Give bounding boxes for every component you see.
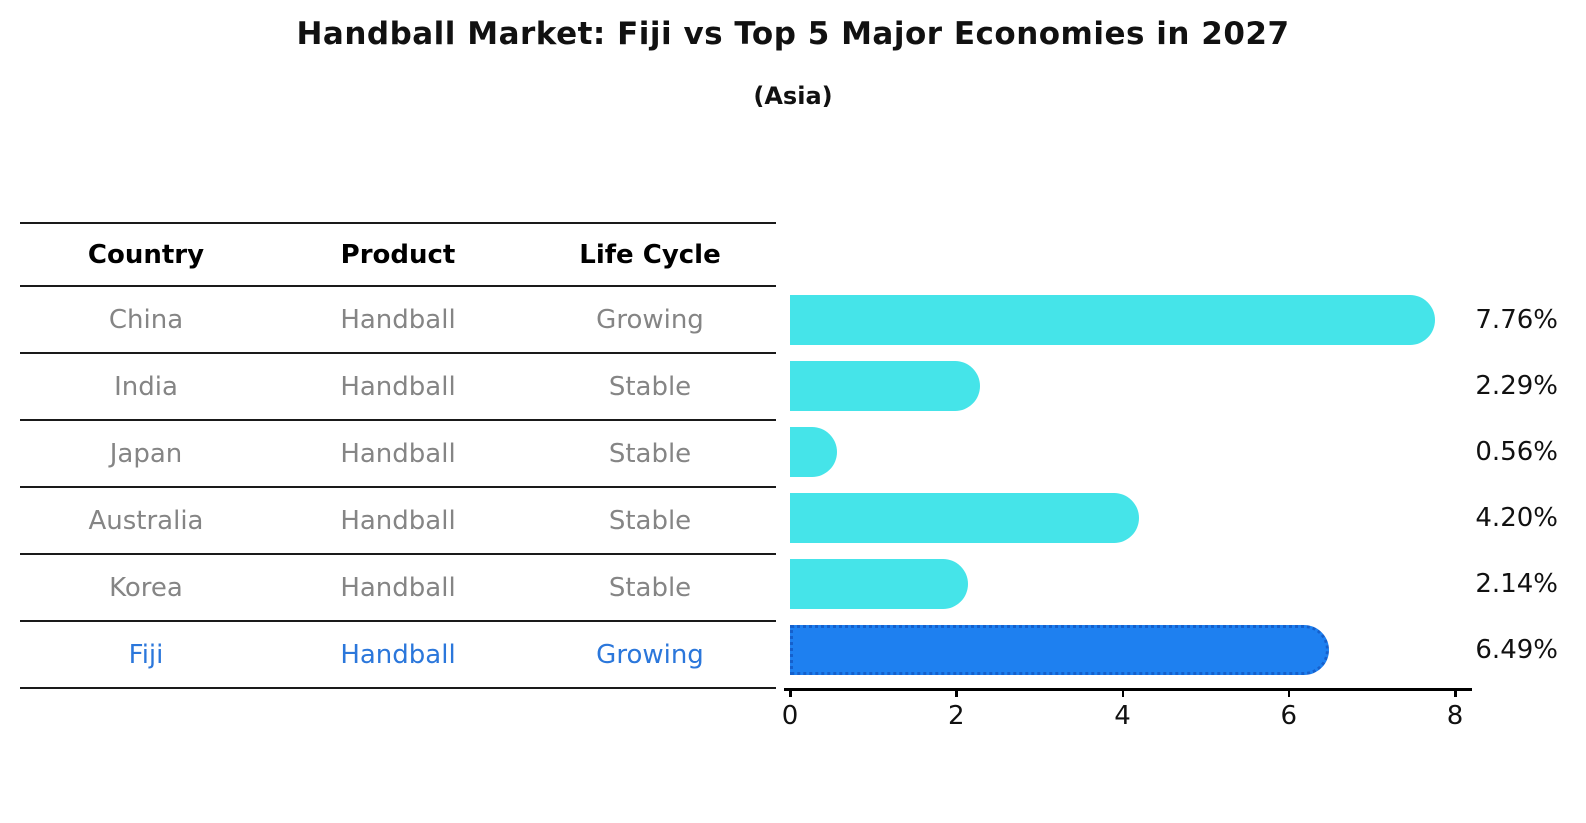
bar-value-label-australia: 4.20% [1475, 503, 1558, 533]
table-row-fiji: Fiji Handball Growing [20, 622, 776, 689]
table-row-korea: Korea Handball Stable [20, 555, 776, 622]
chart-subtitle: (Asia) [753, 82, 833, 110]
cell-product: Handball [340, 505, 456, 536]
column-header-lifecycle: Life Cycle [579, 239, 721, 270]
cell-product: Handball [340, 304, 456, 335]
bar-value-label-japan: 0.56% [1475, 437, 1558, 467]
x-axis-tick [789, 688, 792, 697]
bar-india [790, 361, 981, 411]
cell-country: Australia [88, 505, 204, 536]
cell-lifecycle: Growing [596, 304, 704, 335]
country-table: Country Product Life Cycle China Handbal… [20, 222, 776, 689]
bar-value-label-china: 7.76% [1475, 305, 1558, 335]
x-axis-tick-label: 0 [781, 701, 799, 731]
bar-value-label-fiji: 6.49% [1475, 635, 1558, 665]
x-axis-tick-label: 2 [947, 701, 965, 731]
bar-value-label-korea: 2.14% [1475, 569, 1558, 599]
x-axis-tick [955, 688, 958, 697]
bar-australia [790, 493, 1140, 543]
chart-title: Handball Market: Fiji vs Top 5 Major Eco… [296, 16, 1290, 52]
cell-lifecycle: Stable [608, 438, 692, 469]
cell-country: Korea [109, 572, 183, 603]
table-header-row: Country Product Life Cycle [20, 224, 776, 287]
column-header-country: Country [87, 239, 205, 270]
bar-fiji [790, 625, 1330, 675]
table-row-australia: Australia Handball Stable [20, 488, 776, 555]
cell-country: Japan [109, 438, 183, 469]
x-axis-tick-label: 8 [1446, 701, 1464, 731]
cell-product: Handball [340, 639, 456, 670]
x-axis-tick [1454, 688, 1457, 697]
cell-country: India [114, 371, 178, 402]
x-axis-tick-label: 6 [1280, 701, 1298, 731]
table-row-japan: Japan Handball Stable [20, 421, 776, 488]
cell-lifecycle: Stable [608, 371, 692, 402]
table-row-india: India Handball Stable [20, 354, 776, 421]
bar-china [790, 295, 1436, 345]
cell-product: Handball [340, 572, 456, 603]
cell-product: Handball [340, 438, 456, 469]
x-axis-tick-label: 4 [1114, 701, 1131, 731]
cell-country: China [108, 304, 184, 335]
bar-value-label-india: 2.29% [1475, 371, 1558, 401]
bar-korea [790, 559, 968, 609]
bar-japan [790, 427, 837, 477]
x-axis-tick [1121, 688, 1124, 697]
cell-lifecycle: Growing [596, 639, 704, 670]
table-row-china: China Handball Growing [20, 287, 776, 354]
x-axis-tick [1287, 688, 1291, 697]
cell-product: Handball [340, 371, 456, 402]
cell-lifecycle: Stable [608, 572, 692, 603]
x-axis-line [784, 688, 1472, 691]
cell-country: Fiji [128, 639, 164, 670]
bar-plot: 0 2 4 6 8 [782, 285, 1463, 731]
column-header-product: Product [340, 239, 456, 270]
cell-lifecycle: Stable [608, 505, 692, 536]
